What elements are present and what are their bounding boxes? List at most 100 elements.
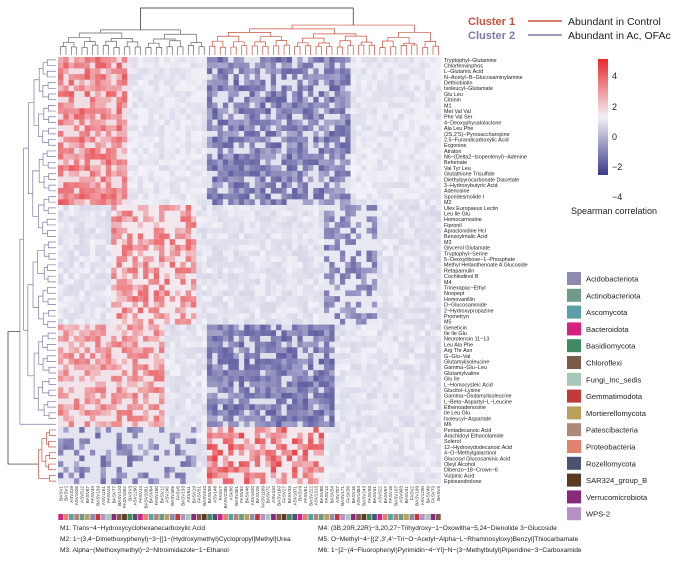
heatmap-cell bbox=[409, 432, 415, 439]
heatmap-cell bbox=[355, 74, 362, 80]
heatmap-cell bbox=[143, 375, 149, 382]
heatmap-cell bbox=[153, 187, 160, 194]
heatmap-cell bbox=[79, 256, 85, 263]
heatmap-cell bbox=[116, 284, 122, 291]
heatmap-cell bbox=[409, 148, 415, 154]
heatmap-cell bbox=[302, 301, 309, 308]
heatmap-cell bbox=[180, 347, 186, 354]
heatmap-cell bbox=[281, 159, 287, 166]
heatmap-cell bbox=[132, 370, 138, 376]
heatmap-cell bbox=[435, 182, 442, 189]
heatmap-cell bbox=[419, 142, 426, 149]
heatmap-cell bbox=[196, 358, 202, 365]
heatmap-cell bbox=[79, 250, 85, 257]
heatmap-cell bbox=[84, 216, 91, 223]
heatmap-cell bbox=[249, 227, 255, 234]
heatmap-cell bbox=[297, 187, 303, 194]
heatmap-cell bbox=[100, 142, 107, 149]
heatmap-cell bbox=[127, 392, 133, 399]
heatmap-cell bbox=[63, 261, 69, 268]
heatmap-cell bbox=[281, 244, 287, 251]
heatmap-cell bbox=[58, 113, 64, 120]
heatmap-cell bbox=[244, 199, 250, 206]
heatmap-cell bbox=[265, 68, 271, 75]
heatmap-cell bbox=[169, 210, 176, 217]
heatmap-cell bbox=[68, 187, 75, 194]
heatmap-cell bbox=[382, 165, 388, 172]
heatmap-cell bbox=[286, 358, 293, 365]
heatmap-cell bbox=[175, 290, 181, 297]
heatmap-cell bbox=[254, 102, 261, 109]
heatmap-cell bbox=[323, 404, 330, 411]
heatmap-cell bbox=[121, 335, 128, 342]
dendrogram-branch bbox=[153, 38, 176, 44]
heatmap-cell bbox=[403, 142, 410, 149]
heatmap-cell bbox=[73, 370, 80, 376]
heatmap-cell bbox=[276, 375, 282, 382]
heatmap-cell bbox=[393, 398, 399, 405]
heatmap-cell bbox=[393, 415, 399, 422]
heatmap-cell bbox=[212, 136, 218, 143]
heatmap-cell bbox=[286, 91, 293, 97]
heatmap-cell bbox=[111, 205, 117, 211]
heatmap-cell bbox=[409, 341, 415, 348]
heatmap-cell bbox=[355, 273, 362, 280]
heatmap-cell bbox=[196, 404, 202, 411]
heatmap-cell bbox=[73, 176, 80, 183]
heatmap-cell bbox=[387, 427, 394, 433]
heatmap-cell bbox=[105, 341, 112, 348]
heatmap-cell bbox=[371, 387, 378, 394]
heatmap-cell bbox=[334, 96, 341, 103]
heatmap-cell bbox=[329, 375, 335, 382]
heatmap-cell bbox=[127, 216, 133, 223]
heatmap-cell bbox=[361, 165, 367, 172]
heatmap-cell bbox=[190, 381, 197, 388]
heatmap-cell bbox=[79, 79, 85, 86]
heatmap-cell bbox=[350, 279, 357, 285]
heatmap-cell bbox=[100, 307, 107, 314]
heatmap-cell bbox=[377, 68, 383, 75]
heatmap-cell bbox=[265, 210, 271, 217]
heatmap-cell bbox=[371, 108, 378, 115]
heatmap-cell bbox=[89, 398, 96, 405]
heatmap-cell bbox=[111, 239, 117, 246]
heatmap-cell bbox=[148, 153, 154, 160]
heatmap-cell bbox=[217, 409, 224, 416]
heatmap-cell bbox=[361, 148, 367, 154]
heatmap-cell bbox=[212, 353, 218, 359]
heatmap-cell bbox=[308, 96, 314, 103]
heatmap-cell bbox=[159, 324, 165, 331]
heatmap-cell bbox=[398, 347, 404, 354]
heatmap-cell bbox=[159, 239, 165, 246]
heatmap-cell bbox=[292, 244, 298, 251]
heatmap-cell bbox=[398, 290, 404, 297]
heatmap-cell bbox=[339, 358, 346, 365]
heatmap-cell bbox=[393, 113, 399, 120]
heatmap-cell bbox=[84, 182, 91, 189]
heatmap-cell bbox=[116, 239, 122, 246]
heatmap-cell bbox=[222, 153, 229, 160]
heatmap-cell bbox=[260, 353, 266, 359]
heatmap-cell bbox=[286, 62, 293, 69]
heatmap-cell bbox=[111, 404, 117, 411]
heatmap-cell bbox=[430, 353, 436, 359]
heatmap-cell bbox=[196, 57, 202, 63]
heatmap-cell bbox=[180, 330, 186, 337]
heatmap-cell bbox=[254, 142, 261, 149]
heatmap-cell bbox=[89, 273, 96, 280]
heatmap-cell bbox=[355, 205, 362, 211]
heatmap-cell bbox=[286, 222, 293, 228]
heatmap-cell bbox=[366, 392, 372, 399]
heatmap-cell bbox=[371, 404, 378, 411]
heatmap-cell bbox=[63, 353, 69, 359]
heatmap-cell bbox=[228, 136, 234, 143]
heatmap-cell bbox=[222, 301, 229, 308]
heatmap-cell bbox=[153, 182, 160, 189]
heatmap-cell bbox=[238, 409, 245, 416]
heatmap-cell bbox=[435, 341, 442, 348]
heatmap-cell bbox=[254, 182, 261, 189]
heatmap-cell bbox=[121, 153, 128, 160]
heatmap-cell bbox=[270, 318, 277, 325]
heatmap-cell bbox=[398, 165, 404, 172]
dendrogram-branch bbox=[145, 47, 152, 55]
